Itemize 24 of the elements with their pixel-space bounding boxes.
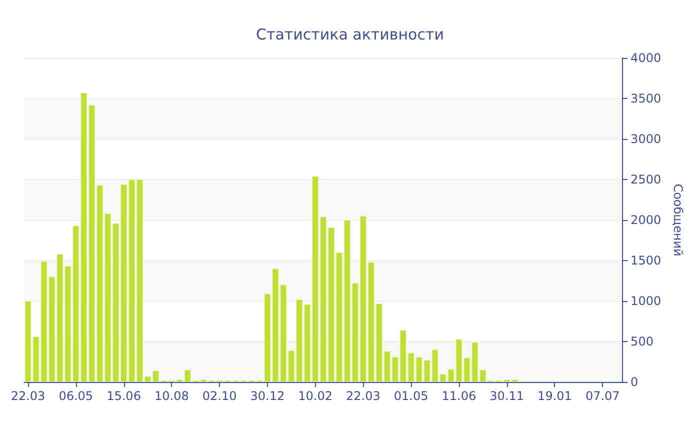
y-tick-label: 1000 bbox=[630, 294, 662, 308]
x-tick-label: 01.05 bbox=[394, 389, 428, 403]
x-tick-label: 15.06 bbox=[106, 389, 141, 403]
x-tick-label: 30.11 bbox=[490, 389, 524, 403]
y-tick-label: 4000 bbox=[630, 51, 662, 65]
y-tick-label: 0 bbox=[630, 375, 638, 389]
y-tick-label: 500 bbox=[630, 334, 654, 348]
y-tick-label: 1500 bbox=[630, 254, 662, 268]
x-tick-label: 10.02 bbox=[298, 389, 332, 403]
y-tick-label: 2000 bbox=[630, 213, 662, 227]
y-tick-label: 2500 bbox=[630, 172, 662, 186]
x-tick-label: 22.03 bbox=[346, 389, 380, 403]
y-tick-label: 3000 bbox=[630, 132, 662, 146]
x-tick-label: 07.07 bbox=[585, 389, 620, 403]
x-tick-label: 22.03 bbox=[10, 389, 46, 403]
x-tick-label: 06.05 bbox=[58, 389, 94, 403]
x-tick-label: 30.12 bbox=[250, 389, 285, 403]
x-tick-label: 02.10 bbox=[202, 389, 237, 403]
y-axis-title: Сообщений bbox=[671, 184, 685, 256]
x-tick-label: 19.01 bbox=[538, 389, 572, 403]
x-tick-label: 10.08 bbox=[154, 389, 189, 403]
y-tick-label: 3500 bbox=[630, 92, 662, 106]
x-tick-label: 11.06 bbox=[442, 389, 476, 403]
chart-title: Статистика активности bbox=[256, 26, 444, 44]
